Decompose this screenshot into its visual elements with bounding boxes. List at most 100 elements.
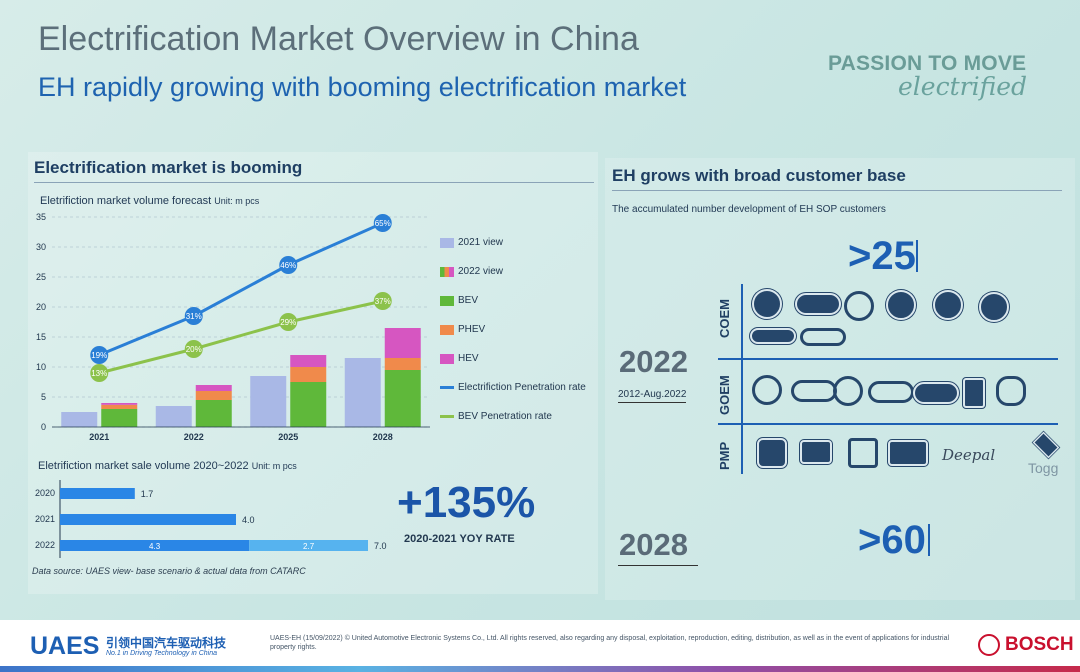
year-2028-underline xyxy=(618,565,698,566)
uaes-chinese-slogan: 引领中国汽车驱动科技 xyxy=(106,636,227,650)
greatwall-logo-icon xyxy=(795,293,841,315)
count-2022-cursor xyxy=(916,240,918,272)
sale-unit: Unit: m pcs xyxy=(251,461,297,471)
brand-mark: PASSION TO MOVE electrified xyxy=(828,52,1058,112)
y-tick-label: 5 xyxy=(41,392,46,402)
coem-goem-divider xyxy=(718,358,1058,360)
ford-logo-icon xyxy=(913,382,959,404)
penetration-label: 29% xyxy=(280,318,296,327)
x-tick-label: 2025 xyxy=(278,432,298,442)
penetration-point xyxy=(184,307,203,325)
bar-phev xyxy=(384,358,421,370)
customer-caption: The accumulated number development of EH… xyxy=(612,204,886,215)
sale-segment-label: 2.7 xyxy=(303,542,315,551)
brand-tagline: PASSION TO MOVE xyxy=(828,52,1027,75)
year-2022: 2022 xyxy=(619,344,688,379)
forecast-caption-text: Eletrifiction market volume forecast xyxy=(40,195,212,207)
y-tick-label: 30 xyxy=(36,242,46,252)
y-tick-label: 35 xyxy=(36,212,46,222)
sale-year-label: 2020 xyxy=(35,488,55,498)
penetration-label: 19% xyxy=(91,351,107,360)
legend-swatch xyxy=(440,353,454,364)
bar-hev xyxy=(290,355,327,367)
bosch-logo: BOSCH xyxy=(1005,634,1074,655)
sale-bar xyxy=(249,540,368,551)
buick-logo-icon xyxy=(791,380,837,402)
penetration-point xyxy=(90,364,109,382)
x-tick-label: 2021 xyxy=(89,432,109,442)
bar-bev xyxy=(195,400,232,427)
bar-phev xyxy=(195,391,232,400)
sale-bar xyxy=(60,540,250,551)
sale-segment-label: 4.3 xyxy=(149,542,161,551)
nio-logo-icon xyxy=(757,438,787,468)
leapmotor-logo-icon xyxy=(800,440,832,464)
penetration-point xyxy=(279,256,298,274)
nissan-logo-icon xyxy=(868,381,914,403)
footer-stripe xyxy=(0,666,1080,672)
y-tick-label: 25 xyxy=(36,272,46,282)
yoy-rate-value: +135% xyxy=(397,478,536,527)
count-2028-cursor xyxy=(928,524,930,556)
legend-label: HEV xyxy=(458,353,479,364)
legend-item: 2021 view xyxy=(440,228,586,257)
bar-phev xyxy=(101,404,138,409)
y-tick-label: 15 xyxy=(36,332,46,342)
legend-swatch xyxy=(440,237,454,248)
sale-total-label: 4.0 xyxy=(242,515,255,525)
penetration-point xyxy=(373,214,392,232)
deepal-logo-text: Deepal xyxy=(942,446,996,464)
legend-item: PHEV xyxy=(440,315,586,344)
penetration-point xyxy=(90,346,109,364)
sale-total-label: 7.0 xyxy=(374,541,387,551)
data-source-note: Data source: UAES view- base scenario & … xyxy=(32,566,306,576)
legend-label: PHEV xyxy=(458,324,486,335)
year-2022-range: 2012-Aug.2022 xyxy=(618,389,687,403)
row-label-coem: COEM xyxy=(717,299,732,338)
dongfeng-logo-icon xyxy=(886,290,916,320)
penetration-line xyxy=(98,221,384,357)
bar-2021-view xyxy=(250,376,287,427)
bosch-armature-icon xyxy=(978,634,1000,656)
penetration-label: 20% xyxy=(186,345,202,354)
y-tick-label: 20 xyxy=(36,302,46,312)
bar-phev xyxy=(290,367,327,382)
count-2028: >60 xyxy=(858,518,926,562)
penetration-label: 46% xyxy=(280,261,296,270)
sale-year-label: 2022 xyxy=(35,540,55,550)
sale-chart: 2020 1.7 2021 4.0 2022 4.3 2.7 7.0 xyxy=(35,480,387,558)
footer xyxy=(0,620,1080,672)
bar-bev xyxy=(384,370,421,427)
slide-title: Electrification Market Overview in China xyxy=(38,20,639,58)
x-tick-label: 2022 xyxy=(184,432,204,442)
legend-swatch xyxy=(440,295,454,306)
penetration-point xyxy=(279,313,298,331)
bar-2021-view xyxy=(155,406,192,427)
bar-2021-view xyxy=(344,358,381,427)
li-auto-logo-icon xyxy=(848,438,878,468)
sale-caption-text: Eletrifiction market sale volume 2020~20… xyxy=(38,460,249,472)
uaes-logo: UAES xyxy=(30,632,100,660)
right-section-heading: EH grows with broad customer base xyxy=(612,166,1062,191)
bar-bev xyxy=(101,409,138,427)
changan-logo-icon xyxy=(933,290,963,320)
sale-year-label: 2021 xyxy=(35,514,55,524)
penetration-line xyxy=(98,299,384,375)
legend-item: BEV Penetration rate xyxy=(440,402,586,431)
bar-bev xyxy=(290,382,327,427)
legend-line-swatch xyxy=(440,386,454,389)
y-tick-label: 10 xyxy=(36,362,46,372)
bar-hev xyxy=(384,328,421,358)
penetration-label: 37% xyxy=(375,297,391,306)
legend-label: BEV xyxy=(458,295,479,306)
penetration-label: 31% xyxy=(186,312,202,321)
row-label-pmp: PMP xyxy=(717,441,732,470)
penetration-label: 65% xyxy=(375,219,391,228)
y-tick-label: 0 xyxy=(41,422,46,432)
legend-label: Electrifiction Penetration rate xyxy=(458,382,586,393)
slide-subtitle: EH rapidly growing with booming electrif… xyxy=(38,72,687,102)
geely-logo-icon xyxy=(844,291,874,321)
x-tick-label: 2028 xyxy=(373,432,393,442)
xpeng-logo-icon xyxy=(888,440,928,466)
legend-swatch xyxy=(440,324,454,335)
